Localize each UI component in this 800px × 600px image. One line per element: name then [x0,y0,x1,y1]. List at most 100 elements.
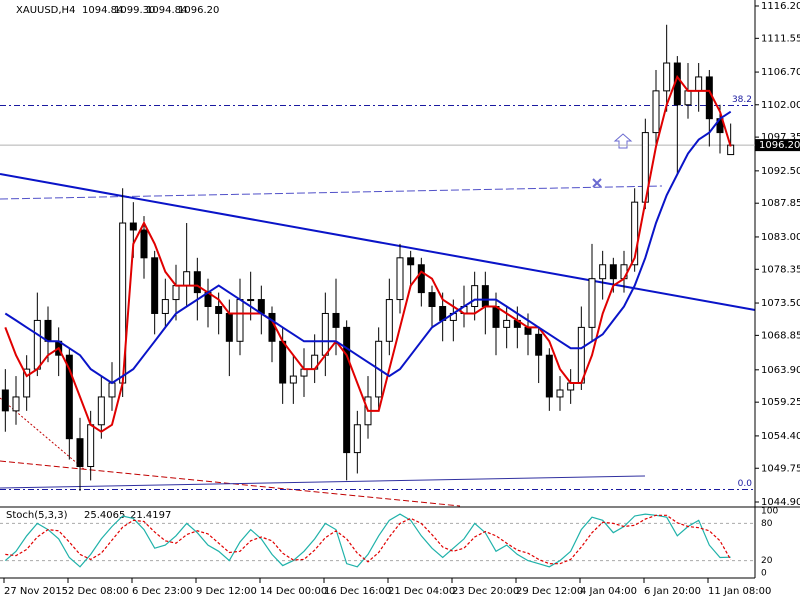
y-tick-label: 1044.90 [761,497,800,508]
x-tick-label: 14 Dec 00:00 [260,586,327,597]
candle-body [279,340,287,384]
stoch-signal-value: 21.4197 [130,510,171,521]
candle-body [129,222,137,231]
x-tick-label: 23 Dec 20:00 [452,586,519,597]
candle-body [151,257,159,314]
candle-body [727,144,735,156]
fib-level-label: 0.0 [738,479,753,489]
candle-body [300,368,308,377]
x-tick-label: 6 Jan 20:00 [644,586,701,597]
y-tick-label: 1102.00 [761,100,800,111]
x-tick-label: 27 Nov 2015 [4,586,68,597]
fib-line [0,397,86,471]
x-tick-label: 4 Jan 04:00 [580,586,637,597]
candle-body [385,299,393,342]
y-tick-label: 20 [761,556,773,566]
candle-body [289,375,297,384]
fib-level-label: 38.2 [732,95,752,105]
candle-body [33,319,41,370]
candle-body [268,312,276,342]
y-tick-label: 1097.35 [761,132,800,143]
fib-line [0,460,461,507]
y-tick-label: 1078.35 [761,264,800,275]
candle-body [140,229,148,259]
candle-body [236,299,244,342]
stoch-main-value: 25.4065 [84,510,125,521]
candle-body [23,368,31,398]
candle-body [108,382,116,398]
trend-line [0,173,756,311]
candle-body [631,201,639,266]
y-tick-label: 80 [761,519,773,529]
candle-body [652,90,660,134]
x-tick-label: 2 Dec 08:00 [68,586,129,597]
dashed-line [0,185,663,200]
quote-high: 1099.30 [114,5,155,16]
candle-body [183,271,191,287]
y-tick-label: 1087.85 [761,198,800,209]
y-tick-label: 1068.85 [761,330,800,341]
current-price-label: 1096.20 [759,140,800,151]
candle-body [353,424,361,454]
y-tick-label: 100 [761,507,778,517]
candle-body [215,306,223,314]
y-tick-label: 1106.70 [761,67,800,78]
x-tick-label: 6 Dec 23:00 [132,586,193,597]
drawing-objects [0,133,756,507]
candle-body [492,306,500,328]
candle-body [193,271,201,294]
x-tick-label: 16 Dec 16:00 [324,586,391,597]
candle-body [524,326,532,335]
moving-average [4,110,732,385]
candle-body [65,354,73,440]
y-tick-label: 1111.55 [761,33,800,44]
candle-body [684,90,692,106]
candle-body [705,76,713,120]
moving-average [4,74,732,433]
y-tick-label: 0 [761,569,767,579]
candle-body [588,278,596,328]
candle-body [87,424,95,468]
candle-body [599,264,607,280]
candle-body [556,389,564,398]
candle-body [161,299,169,314]
stoch-line [5,514,732,565]
quote-low: 1094.84 [146,5,187,16]
candle-body [407,257,415,266]
candle-body [545,354,553,398]
y-tick-label: 1054.40 [761,431,800,442]
x-tick-label: 11 Jan 08:00 [708,586,771,597]
y-tick-label: 1092.50 [761,166,800,177]
candle-body [471,285,479,308]
candle-body [567,382,575,391]
stoch-line [4,513,731,568]
candle-body [663,62,671,92]
cross-icon [592,178,602,188]
y-tick-label: 1083.00 [761,232,800,243]
quote-open: 1094.84 [82,5,123,16]
arrow-up-icon [613,133,633,149]
candle-body [503,319,511,328]
y-tick-label: 1063.90 [761,365,800,376]
candle-body [172,285,180,301]
candle-body [609,264,617,280]
candle-body [97,396,105,426]
y-tick-label: 1059.25 [761,397,800,408]
candle-body [481,285,489,308]
y-tick-label: 1116.20 [761,1,800,12]
candle-body [321,312,329,356]
candle-body [343,326,351,454]
symbol-label: XAUUSD,H4 [16,5,75,16]
y-tick-label: 1049.75 [761,463,800,474]
x-tick-label: 21 Dec 04:00 [388,586,455,597]
candle-body [695,76,703,92]
candle-body [417,264,425,294]
candle-body [1,389,9,412]
x-tick-label: 29 Dec 12:00 [516,586,583,597]
candle-body [535,333,543,356]
candle-body [76,438,84,468]
stoch-title: Stoch(5,3,3) [6,510,68,521]
candle-body [396,257,404,301]
y-tick-label: 1073.50 [761,298,800,309]
candle-body [247,299,255,302]
